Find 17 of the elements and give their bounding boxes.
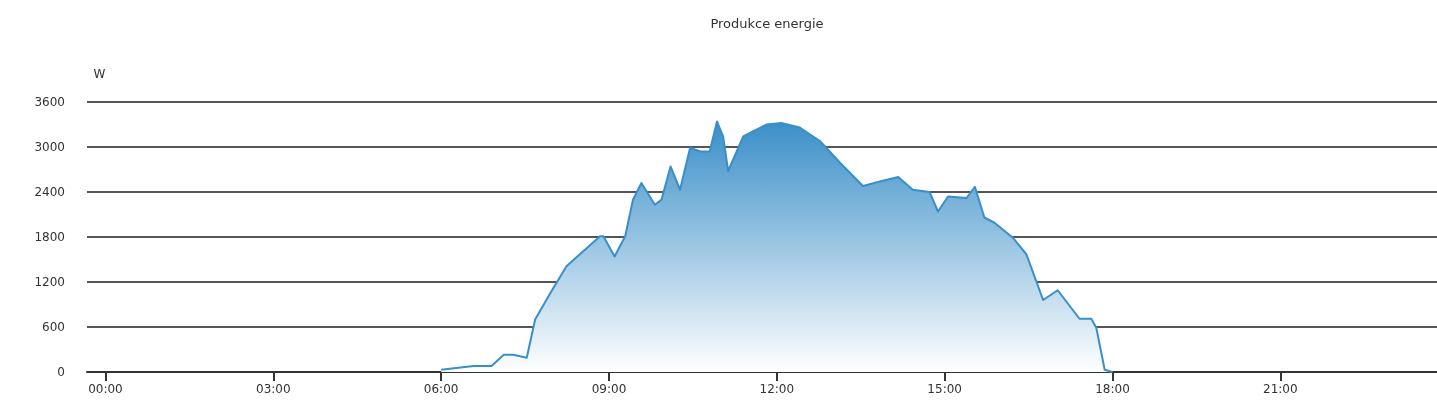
y-tick-label: 1800 [34, 230, 65, 244]
x-tick-label: 21:00 [1263, 382, 1298, 396]
x-tick-label: 09:00 [591, 382, 627, 396]
x-tick-label: 03:00 [256, 382, 291, 396]
x-tick-label: 06:00 [423, 382, 459, 396]
x-tick-label: 12:00 [759, 382, 795, 396]
x-tick-label: 00:00 [88, 382, 123, 396]
x-tick-label: 18:00 [1095, 382, 1130, 396]
x-tick-label: 15:00 [927, 382, 962, 396]
y-tick-label: 3600 [34, 95, 65, 109]
y-tick-label: 3000 [34, 140, 65, 154]
y-tick-label: 1200 [34, 275, 65, 289]
y-tick-label: 600 [42, 320, 65, 334]
y-tick-label: 2400 [34, 185, 65, 199]
chart-title: Produkce energie [710, 16, 824, 31]
y-tick-label: 0 [57, 365, 65, 379]
y-axis-title: W [93, 67, 106, 81]
